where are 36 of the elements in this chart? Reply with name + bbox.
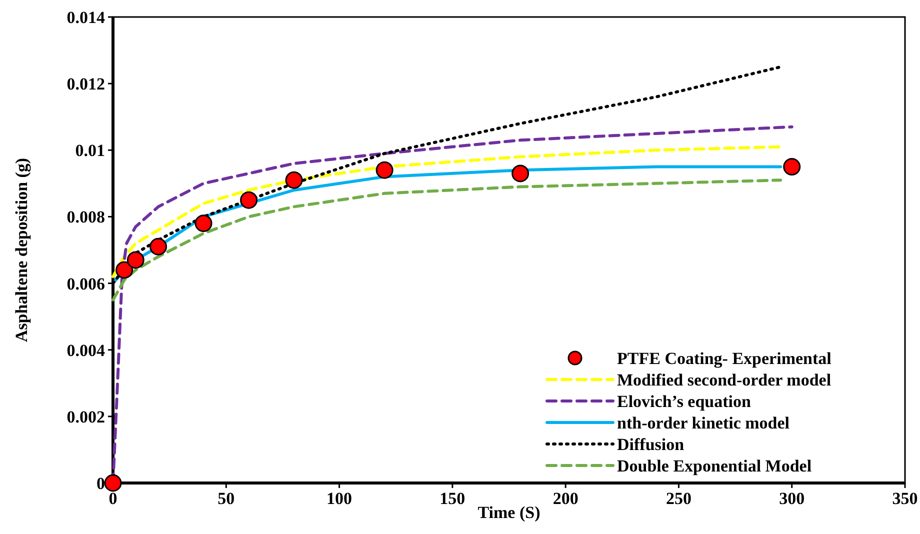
legend-label: PTFE Coating- Experimental <box>617 349 832 368</box>
point <box>240 191 258 209</box>
point <box>783 158 801 176</box>
legend-label: Double Exponential Model <box>617 456 812 476</box>
point <box>285 171 303 189</box>
y-tick-label: 0.002 <box>66 407 105 426</box>
point <box>104 474 122 492</box>
x-axis-title: Time (S) <box>478 503 540 522</box>
y-tick-label: 0.014 <box>66 8 106 27</box>
legend-label: nth-order kinetic model <box>617 414 790 432</box>
point <box>376 161 394 179</box>
point <box>116 261 134 279</box>
x-tick-label: 100 <box>326 489 352 508</box>
point <box>126 251 144 269</box>
legend-label: Modified second-order model <box>617 370 832 390</box>
y-axis-title: Asphaltene deposition (g) <box>12 158 31 342</box>
y-tick-label: 0.012 <box>66 74 105 94</box>
point <box>194 214 212 232</box>
x-tick-label: 200 <box>552 489 578 508</box>
x-tick-label: 50 <box>218 489 235 508</box>
point <box>150 238 168 256</box>
y-tick-label: 0 <box>96 474 105 493</box>
point <box>512 164 530 182</box>
y-tick-label: 0.006 <box>66 274 105 294</box>
legend-label: Elovich’s equation <box>617 392 752 411</box>
y-tick-label: 0.01 <box>75 141 105 160</box>
line-series <box>112 178 782 302</box>
x-tick-label: 150 <box>440 489 466 508</box>
x-tick-label: 0 <box>108 489 118 508</box>
legend-label: Diffusion <box>617 435 685 454</box>
line-series <box>112 145 782 278</box>
y-tick-label: 0.008 <box>66 208 105 227</box>
y-tick-label: 0.004 <box>66 340 106 360</box>
x-tick-label: 350 <box>892 489 918 508</box>
x-tick-label: 250 <box>666 489 692 508</box>
x-tick-label: 300 <box>779 489 805 508</box>
